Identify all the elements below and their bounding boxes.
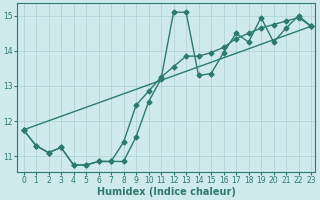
X-axis label: Humidex (Indice chaleur): Humidex (Indice chaleur) <box>97 187 236 197</box>
